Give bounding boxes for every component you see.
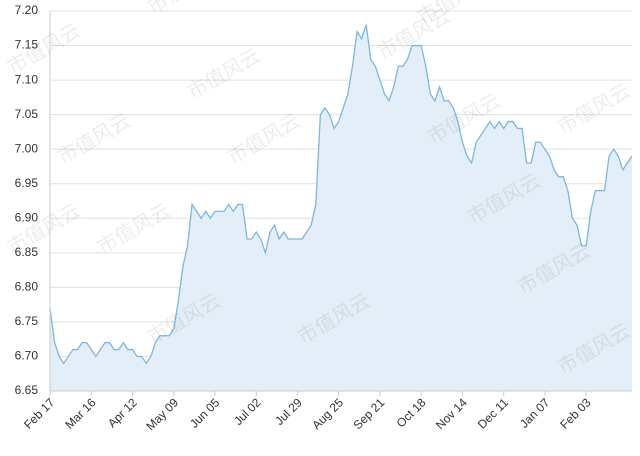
y-tick-label: 7.15 [15,38,39,52]
x-tick-label: Jul 02 [231,395,264,428]
x-tick-label: Oct 18 [394,395,429,430]
x-tick-label: Sep 21 [351,395,388,432]
x-tick-label: Mar 16 [62,395,99,432]
watermark: 市值风云 [184,44,265,104]
x-tick-label: May 09 [143,395,181,433]
x-tick-label: Dec 11 [475,395,511,431]
x-tick-label: Feb 03 [557,395,594,432]
watermark: 市值风云 [94,199,175,259]
x-tick-label: Aug 25 [309,395,346,432]
watermark: 市值风云 [414,0,495,29]
x-tick-label: Apr 12 [105,395,140,430]
y-tick-label: 6.70 [15,349,39,363]
watermark: 市值风云 [54,109,135,169]
y-tick-label: 6.90 [15,210,39,224]
y-tick-label: 6.85 [15,245,39,259]
line [49,24,633,365]
y-tick-label: 7.20 [15,3,39,17]
y-tick-label: 6.80 [15,280,39,294]
area [50,24,632,391]
x-tick-label: Nov 14 [433,395,470,432]
x-tick-label: Feb 17 [21,395,58,432]
watermark: 市值风云 [554,79,635,139]
watermark: 市值风云 [4,199,85,259]
x-tick-label: Jan 07 [517,395,553,431]
y-tick-label: 7.05 [15,107,39,121]
y-tick-label: 6.75 [15,314,39,328]
y-tick-label: 6.95 [15,176,39,190]
y-tick-label: 7.00 [15,141,39,155]
x-tick-label: Jul 29 [272,395,305,428]
x-tick-label: Jun 05 [187,395,223,431]
watermark: 市值风云 [144,0,225,19]
watermark: 市值风云 [224,109,305,169]
y-tick-label: 7.10 [15,72,39,86]
y-tick-label: 6.65 [15,383,39,397]
